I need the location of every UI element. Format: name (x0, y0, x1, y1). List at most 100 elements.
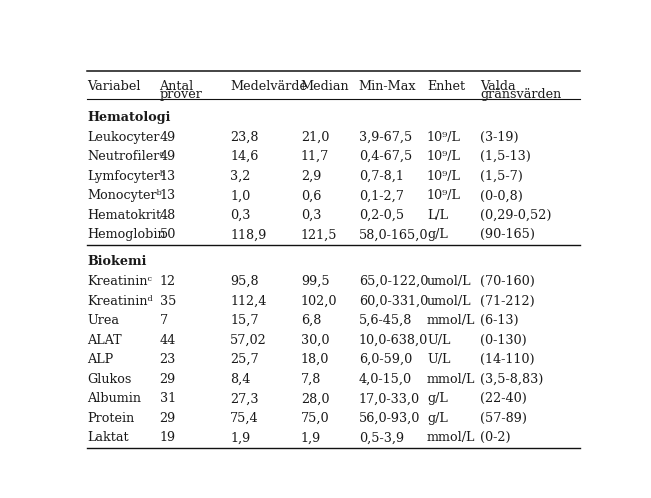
Text: 102,0: 102,0 (301, 294, 337, 308)
Text: ALAT: ALAT (87, 334, 122, 347)
Text: 121,5: 121,5 (301, 229, 337, 242)
Text: Medelvärde: Medelvärde (230, 80, 307, 93)
Text: 0,1-2,7: 0,1-2,7 (359, 189, 404, 202)
Text: Biokemi: Biokemi (87, 255, 147, 268)
Text: 18,0: 18,0 (301, 353, 329, 366)
Text: 75,0: 75,0 (301, 412, 329, 425)
Text: Leukocyter: Leukocyter (87, 130, 160, 143)
Text: mmol/L: mmol/L (427, 431, 475, 444)
Text: g/L: g/L (427, 392, 448, 405)
Text: 27,3: 27,3 (230, 392, 258, 405)
Text: 0,2-0,5: 0,2-0,5 (359, 209, 404, 222)
Text: Hemoglobin: Hemoglobin (87, 229, 166, 242)
Text: (3,5-8,83): (3,5-8,83) (480, 373, 544, 386)
Text: (6-13): (6-13) (480, 314, 519, 327)
Text: 10⁹/L: 10⁹/L (427, 130, 461, 143)
Text: Kreatininᵈ: Kreatininᵈ (87, 294, 153, 308)
Text: 1,0: 1,0 (230, 189, 251, 202)
Text: 10⁹/L: 10⁹/L (427, 189, 461, 202)
Text: 4,0-15,0: 4,0-15,0 (359, 373, 412, 386)
Text: 10⁹/L: 10⁹/L (427, 150, 461, 163)
Text: Protein: Protein (87, 412, 135, 425)
Text: Enhet: Enhet (427, 80, 465, 93)
Text: 29: 29 (159, 373, 176, 386)
Text: ALP: ALP (87, 353, 114, 366)
Text: 0,5-3,9: 0,5-3,9 (359, 431, 404, 444)
Text: Hematokrit: Hematokrit (87, 209, 161, 222)
Text: 1,9: 1,9 (301, 431, 321, 444)
Text: 1,9: 1,9 (230, 431, 251, 444)
Text: g/L: g/L (427, 229, 448, 242)
Text: 19: 19 (159, 431, 176, 444)
Text: 23,8: 23,8 (230, 130, 258, 143)
Text: 95,8: 95,8 (230, 275, 259, 288)
Text: 0,6: 0,6 (301, 189, 321, 202)
Text: (14-110): (14-110) (480, 353, 534, 366)
Text: (1,5-13): (1,5-13) (480, 150, 531, 163)
Text: 14,6: 14,6 (230, 150, 258, 163)
Text: Albumin: Albumin (87, 392, 141, 405)
Text: Hematologi: Hematologi (87, 111, 171, 124)
Text: (70-160): (70-160) (480, 275, 535, 288)
Text: umol/L: umol/L (427, 294, 471, 308)
Text: Median: Median (301, 80, 350, 93)
Text: 31: 31 (159, 392, 176, 405)
Text: Neutrofilerᵃ: Neutrofilerᵃ (87, 150, 165, 163)
Text: Variabel: Variabel (87, 80, 141, 93)
Text: 10,0-638,0: 10,0-638,0 (359, 334, 428, 347)
Text: (1,5-7): (1,5-7) (480, 170, 523, 183)
Text: Glukos: Glukos (87, 373, 132, 386)
Text: 99,5: 99,5 (301, 275, 329, 288)
Text: 10⁹/L: 10⁹/L (427, 170, 461, 183)
Text: (90-165): (90-165) (480, 229, 535, 242)
Text: 56,0-93,0: 56,0-93,0 (359, 412, 421, 425)
Text: g/L: g/L (427, 412, 448, 425)
Text: 23: 23 (159, 353, 176, 366)
Text: 13: 13 (159, 170, 176, 183)
Text: (0,29-0,52): (0,29-0,52) (480, 209, 551, 222)
Text: 3,9-67,5: 3,9-67,5 (359, 130, 412, 143)
Text: 28,0: 28,0 (301, 392, 329, 405)
Text: mmol/L: mmol/L (427, 314, 475, 327)
Text: 5,6-45,8: 5,6-45,8 (359, 314, 412, 327)
Text: 50: 50 (159, 229, 176, 242)
Text: 15,7: 15,7 (230, 314, 258, 327)
Text: mmol/L: mmol/L (427, 373, 475, 386)
Text: 7,8: 7,8 (301, 373, 321, 386)
Text: 21,0: 21,0 (301, 130, 329, 143)
Text: (0-0,8): (0-0,8) (480, 189, 523, 202)
Text: Min-Max: Min-Max (359, 80, 417, 93)
Text: 49: 49 (159, 150, 176, 163)
Text: 48: 48 (159, 209, 176, 222)
Text: (0-2): (0-2) (480, 431, 510, 444)
Text: 44: 44 (159, 334, 176, 347)
Text: 6,0-59,0: 6,0-59,0 (359, 353, 412, 366)
Text: 112,4: 112,4 (230, 294, 267, 308)
Text: 3,2: 3,2 (230, 170, 251, 183)
Text: 35: 35 (159, 294, 176, 308)
Text: (71-212): (71-212) (480, 294, 534, 308)
Text: Antal: Antal (159, 80, 194, 93)
Text: 49: 49 (159, 130, 176, 143)
Text: (22-40): (22-40) (480, 392, 527, 405)
Text: 30,0: 30,0 (301, 334, 329, 347)
Text: 17,0-33,0: 17,0-33,0 (359, 392, 420, 405)
Text: (57-89): (57-89) (480, 412, 527, 425)
Text: gränsvärden: gränsvärden (480, 88, 561, 101)
Text: 0,4-67,5: 0,4-67,5 (359, 150, 412, 163)
Text: 58,0-165,0: 58,0-165,0 (359, 229, 428, 242)
Text: 57,02: 57,02 (230, 334, 267, 347)
Text: 11,7: 11,7 (301, 150, 329, 163)
Text: 13: 13 (159, 189, 176, 202)
Text: 2,9: 2,9 (301, 170, 321, 183)
Text: U/L: U/L (427, 334, 450, 347)
Text: 0,3: 0,3 (301, 209, 321, 222)
Text: 75,4: 75,4 (230, 412, 259, 425)
Text: Laktat: Laktat (87, 431, 129, 444)
Text: Urea: Urea (87, 314, 119, 327)
Text: 118,9: 118,9 (230, 229, 267, 242)
Text: Monocyterᵇ: Monocyterᵇ (87, 189, 162, 202)
Text: prover: prover (159, 88, 202, 101)
Text: L/L: L/L (427, 209, 448, 222)
Text: 0,7-8,1: 0,7-8,1 (359, 170, 404, 183)
